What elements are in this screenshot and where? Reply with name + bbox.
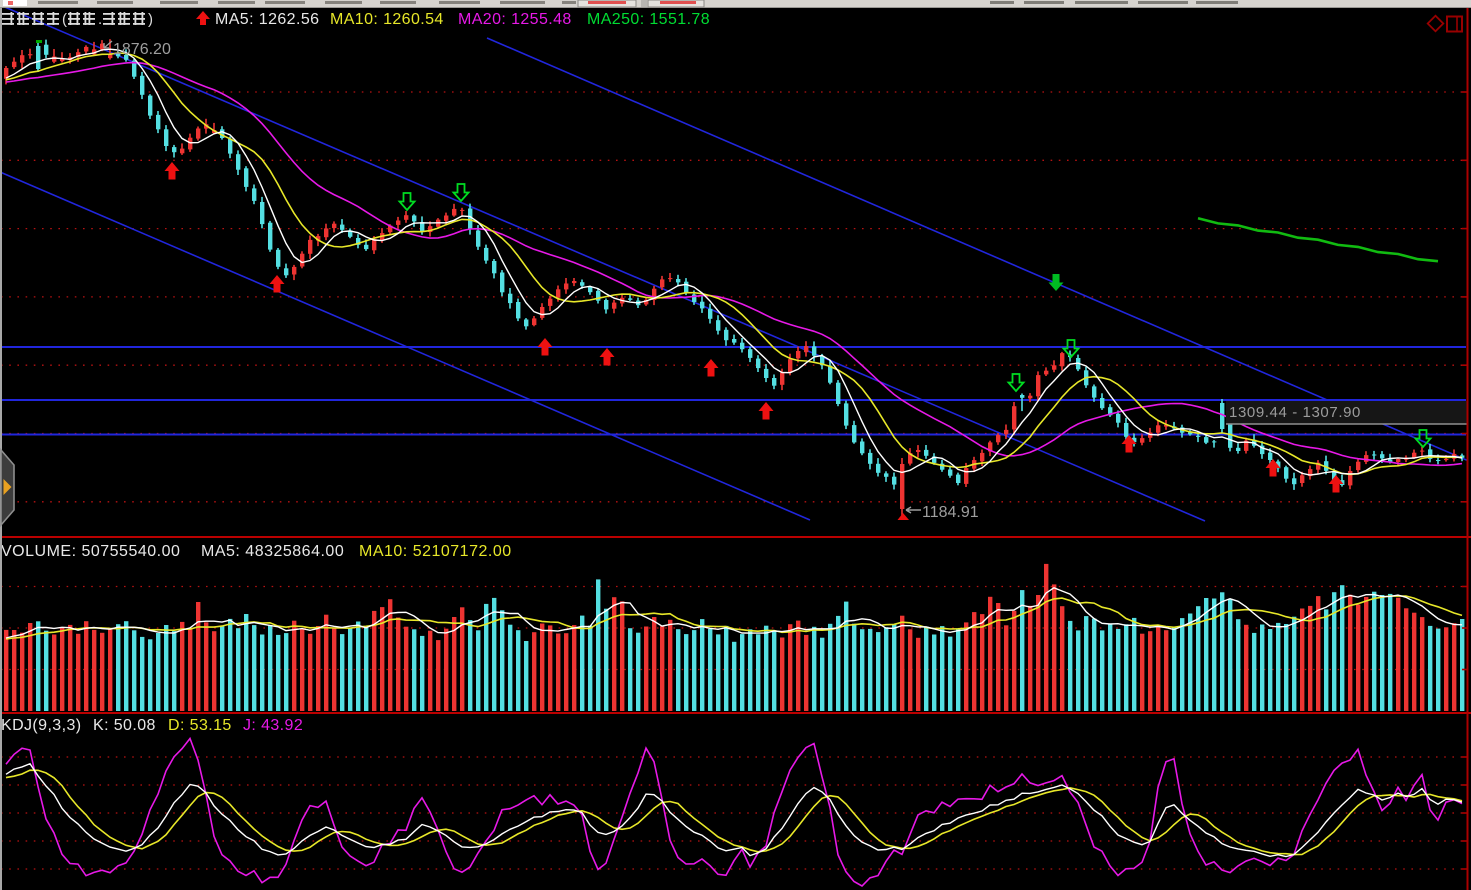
svg-text:D: 53.15: D: 53.15 xyxy=(168,717,232,734)
svg-text:1876.20: 1876.20 xyxy=(113,41,171,58)
svg-text:MA250: 1551.78: MA250: 1551.78 xyxy=(587,11,710,28)
svg-text:K: 50.08: K: 50.08 xyxy=(93,717,156,734)
svg-text:1309.44 - 1307.90: 1309.44 - 1307.90 xyxy=(1229,404,1361,421)
svg-text:KDJ(9,3,3): KDJ(9,3,3) xyxy=(1,717,81,734)
svg-text:VOLUME: 50755540.00: VOLUME: 50755540.00 xyxy=(1,543,180,560)
svg-text:J: 43.92: J: 43.92 xyxy=(243,717,303,734)
svg-text:(: ( xyxy=(62,11,67,28)
svg-text:MA5: 1262.56: MA5: 1262.56 xyxy=(215,11,319,28)
svg-text:MA20: 1255.48: MA20: 1255.48 xyxy=(458,11,572,28)
svg-text:MA5: 48325864.00: MA5: 48325864.00 xyxy=(201,543,344,560)
svg-text:.: . xyxy=(98,11,102,28)
svg-text:1184.91: 1184.91 xyxy=(922,504,979,521)
svg-text:): ) xyxy=(148,11,153,28)
svg-text:MA10: 52107172.00: MA10: 52107172.00 xyxy=(359,543,512,560)
svg-text:MA10: 1260.54: MA10: 1260.54 xyxy=(330,11,444,28)
